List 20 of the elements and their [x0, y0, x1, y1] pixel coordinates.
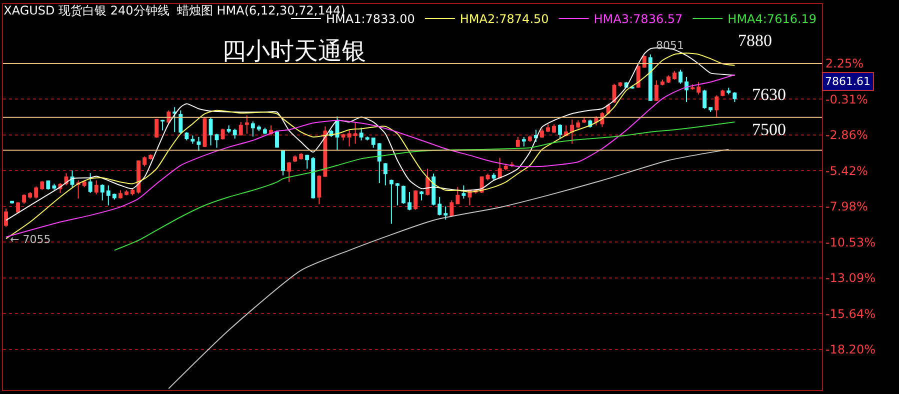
legend-label: HMA4:7616.19	[728, 12, 817, 26]
chart-title: XAGUSD 现货白银 240分钟线 蜡烛图 HMA(6,12,30,72,144)	[4, 3, 346, 18]
annotation: 7500	[752, 120, 786, 139]
annotation: ← 7055	[10, 233, 51, 246]
annotation: 7880	[738, 31, 772, 50]
y-tick-label: 2.25%	[825, 56, 864, 71]
y-tick-label: -18.20%	[825, 342, 876, 357]
y-tick-label: -5.42%	[825, 164, 868, 178]
y-tick-label: -13.09%	[825, 271, 876, 286]
text: 四小时天通银	[222, 37, 366, 65]
annotation: 7630	[752, 85, 786, 104]
y-tick-label: -15.64%	[825, 306, 876, 321]
y-tick-label: -7.98%	[825, 200, 868, 214]
y-tick-label: -2.86%	[825, 128, 868, 142]
annotation: 8051	[656, 39, 684, 52]
legend-label: HMA3:7836.57	[594, 12, 683, 26]
y-tick-label: -10.53%	[825, 235, 876, 250]
text: 7861.61	[825, 75, 870, 88]
y-tick-label: -0.31%	[825, 92, 868, 106]
legend-label: HMA2:7874.50	[460, 12, 549, 26]
